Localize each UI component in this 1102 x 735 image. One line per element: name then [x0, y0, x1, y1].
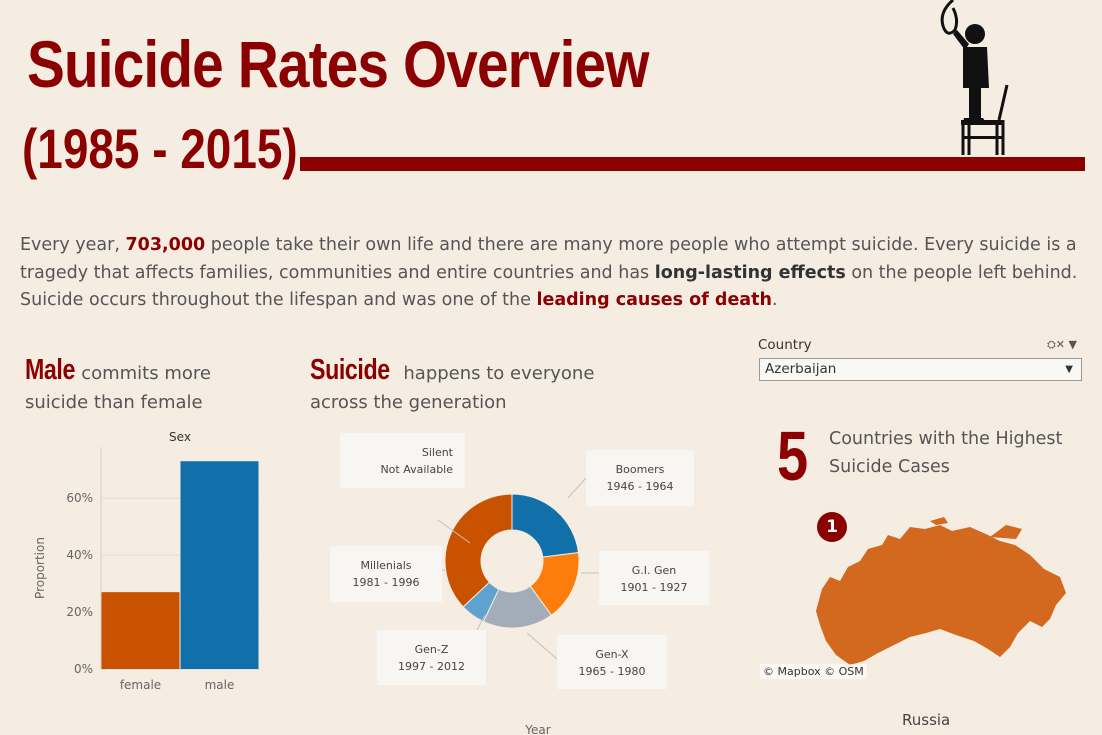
y-tick-label: 0%: [74, 662, 93, 676]
map-country-label: Russia: [902, 711, 951, 729]
slice-label-range: 1981 - 1996: [353, 576, 420, 589]
slice-label-name: Boomers: [616, 463, 665, 476]
slice-label-name: Gen-Z: [415, 643, 449, 656]
x-tick-label: male: [205, 678, 235, 692]
x-tick-label: female: [120, 678, 161, 692]
y-tick-label: 60%: [66, 491, 93, 505]
y-axis-label: Proportion: [33, 537, 47, 599]
leader-line: [526, 632, 558, 660]
y-tick-label: 20%: [66, 605, 93, 619]
intro-paragraph: Every year, 703,000 people take their ow…: [20, 235, 1078, 310]
slice-label-name: Millenials: [361, 559, 412, 572]
russia-shape: [816, 525, 1066, 665]
leader-line: [567, 477, 587, 499]
filter-clear-icon[interactable]: ⛭✕ ▼: [1047, 338, 1077, 351]
label-box: [377, 630, 486, 685]
label-box: [586, 450, 694, 506]
y-tick-label: 40%: [66, 548, 93, 562]
map-attribution[interactable]: © Mapbox © OSM: [760, 664, 867, 679]
slice-label-range: 1965 - 1980: [579, 665, 646, 678]
x-axis-label: Year: [524, 723, 550, 735]
bar-chart-title: Sex: [169, 430, 191, 444]
bar-male: [180, 461, 259, 669]
country-map[interactable]: [760, 515, 1080, 685]
label-box: [330, 546, 442, 602]
rank-badge: 1: [817, 512, 847, 542]
slice-label-name: Silent: [422, 446, 454, 459]
sex-section-heading: Male commits more suicide than female: [25, 354, 211, 414]
stat-703000: 703,000: [125, 235, 206, 255]
label-box: [599, 551, 709, 605]
slice-label-name: G.I. Gen: [632, 564, 677, 577]
page-title: Suicide Rates Overview: [27, 27, 649, 101]
slice-boomers: [511, 493, 580, 558]
slice-label-range: 1946 - 1964: [607, 480, 674, 493]
sex-bar-chart: Sex 0% 20% 40% 60% female male Proportion: [33, 430, 259, 692]
chevron-down-icon: ▼: [1065, 364, 1073, 375]
hanging-figure-icon: [940, 0, 1009, 155]
leader-line: [437, 519, 471, 544]
slice-millenials: [444, 493, 513, 608]
leader-line: [476, 614, 486, 631]
slice-label-range: Not Available: [380, 463, 453, 476]
page-subtitle: (1985 - 2015): [22, 117, 298, 180]
generation-donut-chart: Boomers 1946 - 1964 G.I. Gen 1901 - 1927 Gen…: [330, 433, 709, 735]
generation-section-heading: Suicide happens to everyone across the g…: [310, 354, 595, 414]
bar-female: [101, 592, 180, 669]
title-rule: [300, 157, 1085, 171]
slice-label-range: 1901 - 1927: [621, 581, 688, 594]
country-select[interactable]: Azerbaijan ▼: [759, 358, 1082, 381]
top-countries-caption: Countries with the Highest Suicide Cases: [829, 429, 1063, 477]
slice-label-range: 1997 - 2012: [398, 660, 465, 673]
top-count-number: 5: [777, 417, 809, 495]
label-box: [557, 635, 667, 689]
country-filter-label: Country: [758, 337, 812, 353]
slice-label-name: Gen-X: [595, 648, 629, 661]
label-box: [340, 433, 465, 488]
